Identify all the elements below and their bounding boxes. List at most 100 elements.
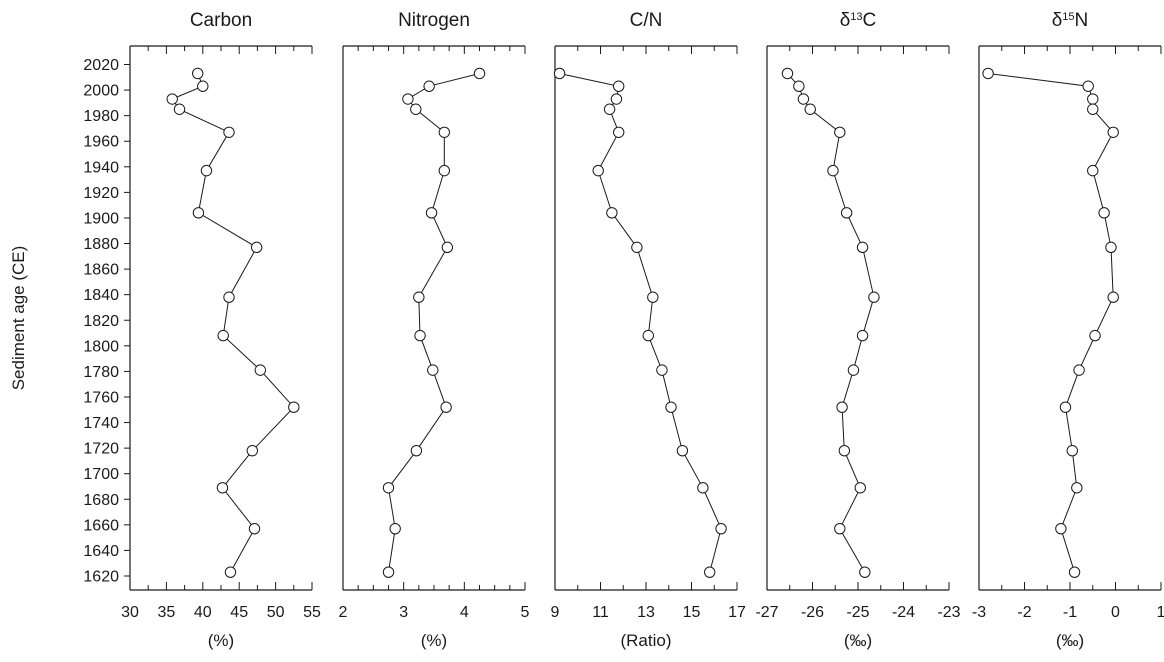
data-point xyxy=(441,241,454,254)
data-point xyxy=(410,103,422,115)
data-point xyxy=(613,126,625,138)
x-tick-label: 13 xyxy=(637,604,655,621)
data-point xyxy=(606,207,618,219)
y-tick-label: 1780 xyxy=(83,364,119,381)
data-point xyxy=(834,522,846,535)
data-point xyxy=(868,291,880,303)
series-line xyxy=(787,73,875,573)
title-part: C xyxy=(863,10,877,31)
data-point xyxy=(1071,482,1083,494)
title-part: δ xyxy=(840,10,851,31)
data-point xyxy=(438,126,451,138)
data-point xyxy=(1068,566,1081,578)
x-tick-label: -2 xyxy=(1017,604,1031,621)
y-tick-label: 1860 xyxy=(83,262,119,279)
title-part: δ xyxy=(1052,10,1063,31)
x-axis-unit: (%) xyxy=(421,631,447,650)
data-point xyxy=(804,103,816,115)
x-tick-label: 17 xyxy=(728,604,746,621)
x-tick-label: 5 xyxy=(521,604,530,621)
data-point xyxy=(840,207,853,219)
y-tick-label: 1960 xyxy=(83,134,119,151)
y-tick-label: 1760 xyxy=(83,389,119,406)
data-point xyxy=(781,67,794,80)
data-point xyxy=(704,566,716,578)
data-point xyxy=(166,93,178,105)
data-point xyxy=(1082,80,1094,92)
panel-title: Nitrogen xyxy=(398,10,470,31)
data-point xyxy=(410,444,423,457)
x-tick-label: -23 xyxy=(937,604,960,621)
panel-title: Carbon xyxy=(190,10,252,31)
x-tick-label: 3 xyxy=(399,604,408,621)
data-point xyxy=(854,482,866,494)
x-axis-unit: (‰) xyxy=(1056,631,1084,650)
data-point xyxy=(1059,401,1072,413)
y-tick-label: 2020 xyxy=(83,57,119,74)
y-tick-label: 1940 xyxy=(83,159,119,176)
y-tick-label: 1980 xyxy=(83,108,119,125)
data-point xyxy=(473,67,486,80)
data-point xyxy=(838,444,851,457)
y-axis: 2020 2000 1980 1960 1940 1920 1900 1880 1860 1840… xyxy=(83,57,130,586)
y-tick-label: 1720 xyxy=(83,441,119,458)
data-point xyxy=(427,364,439,376)
data-point xyxy=(676,444,689,457)
data-point xyxy=(438,164,451,177)
data-point xyxy=(1105,241,1117,254)
x-tick-label: -1 xyxy=(1063,604,1077,621)
series-line xyxy=(171,73,295,573)
data-point xyxy=(856,329,869,342)
data-point xyxy=(173,103,186,115)
data-point xyxy=(631,241,643,254)
data-point xyxy=(414,329,426,342)
data-point xyxy=(697,482,709,494)
data-point xyxy=(836,401,848,413)
y-tick-label: 1880 xyxy=(83,236,119,253)
data-point xyxy=(192,67,204,80)
y-tick-label: 1800 xyxy=(83,338,119,355)
data-point xyxy=(793,80,805,92)
data-point xyxy=(1098,207,1110,219)
panel-1: Nitrogen 2 3 4 5 (%) xyxy=(339,10,530,650)
x-tick-label: 45 xyxy=(230,604,248,621)
data-point xyxy=(1089,329,1101,342)
data-point xyxy=(610,93,623,105)
x-axis-unit: (‰) xyxy=(844,631,872,650)
x-tick-label: -25 xyxy=(846,604,869,621)
data-point xyxy=(1087,164,1099,177)
x-tick-label: 30 xyxy=(121,604,139,621)
data-point xyxy=(1066,444,1078,457)
y-tick-label: 1640 xyxy=(83,543,119,560)
data-point xyxy=(665,401,677,413)
data-point xyxy=(223,291,235,303)
y-tick-label: 1700 xyxy=(83,466,119,483)
title-superscript: 15 xyxy=(1062,11,1074,23)
data-point xyxy=(856,241,869,254)
y-tick-label: 1680 xyxy=(83,492,119,509)
x-tick-label: 50 xyxy=(267,604,285,621)
data-point xyxy=(197,80,209,92)
x-axis-unit: (Ratio) xyxy=(620,631,671,650)
title-part: C/N xyxy=(630,10,663,31)
y-tick-label: 1620 xyxy=(83,569,119,586)
y-tick-label: 1660 xyxy=(83,517,119,534)
panel-3: δ13C -27 -26 -25 -24 -23 (‰) xyxy=(755,10,960,650)
data-point xyxy=(1107,126,1119,138)
x-tick-label: 9 xyxy=(551,604,560,621)
title-superscript: 13 xyxy=(850,11,862,23)
x-tick-label: 15 xyxy=(683,604,701,621)
data-point xyxy=(592,164,604,177)
y-tick-label: 1900 xyxy=(83,210,119,227)
data-point xyxy=(423,80,435,92)
x-tick-label: 11 xyxy=(592,604,609,621)
panel-0: Carbon 30 35 40 45 50 55 (%) xyxy=(121,10,321,650)
panel-2: C/N 9 11 13 15 17 (Ratio) xyxy=(551,10,746,650)
data-point xyxy=(402,93,414,105)
x-tick-label: 1 xyxy=(1157,604,1164,621)
data-point xyxy=(224,566,237,578)
x-tick-label: 35 xyxy=(158,604,176,621)
panel-title: δ15N xyxy=(1052,10,1089,31)
